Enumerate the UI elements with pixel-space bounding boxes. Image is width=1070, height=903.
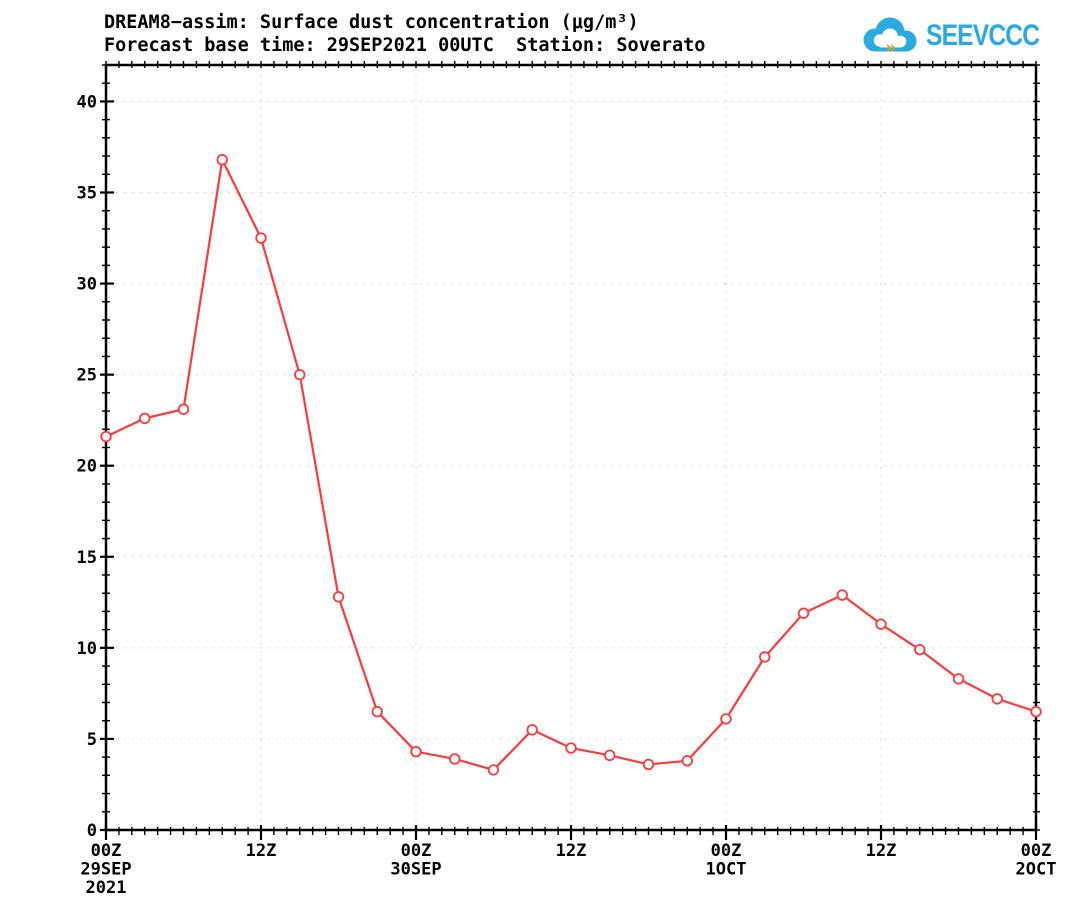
y-tick-label: 0 (87, 821, 97, 841)
x-tick-label: 30SEP (390, 860, 441, 880)
x-tick-label: 29SEP (80, 860, 131, 880)
x-tick-label: 2OCT (1016, 860, 1057, 880)
tick-layer (100, 61, 1040, 840)
x-tick-label: 2021 (86, 878, 127, 898)
data-point-marker (952, 673, 965, 685)
data-point-marker (449, 753, 461, 765)
x-tick-label: 12Z (866, 841, 897, 861)
x-tick-label: 00Z (401, 841, 432, 861)
data-point-marker (371, 705, 383, 718)
data-point-marker (720, 713, 732, 725)
data-point-marker (332, 591, 345, 603)
grid-layer (108, 67, 1034, 828)
chart-subtitle: Forecast base time: 29SEP2021 00UTC Stat… (104, 35, 706, 56)
data-point-marker (914, 643, 926, 656)
x-tick-label: 12Z (556, 841, 587, 861)
y-tick-label: 15 (77, 548, 97, 568)
data-point-marker (177, 403, 190, 415)
data-point-marker (526, 724, 538, 736)
y-tick-label: 35 (77, 184, 97, 204)
data-point-marker (100, 430, 112, 443)
logo-text: SEEVCCC (925, 18, 1040, 52)
data-point-marker (836, 589, 848, 601)
data-point-marker (1030, 705, 1042, 718)
x-tick-label: 00Z (711, 841, 742, 861)
data-point-marker (681, 755, 693, 767)
data-point-marker (487, 764, 500, 776)
cloud-icon: » (863, 17, 917, 58)
data-point-marker (255, 232, 267, 244)
data-point-marker (410, 745, 422, 758)
data-point-marker (642, 758, 655, 771)
data-point-marker (875, 618, 887, 630)
data-point-marker (565, 742, 577, 754)
cloud-arrow-icon: » (885, 38, 896, 58)
y-tick-label: 10 (77, 639, 97, 659)
y-tick-label: 5 (87, 730, 97, 750)
data-point-marker (139, 412, 151, 425)
x-tick-label: 1OCT (706, 860, 747, 880)
series-layer (100, 154, 1042, 776)
y-tick-label: 20 (77, 457, 97, 477)
seevccc-logo: » SEEVCCC (853, 12, 1064, 59)
y-tick-label: 40 (77, 92, 97, 112)
data-point-marker (216, 154, 228, 166)
plot-frame (104, 63, 1038, 832)
x-tick-label: 00Z (1021, 841, 1052, 861)
data-point-marker (604, 749, 616, 762)
y-tick-label: 25 (77, 366, 97, 386)
x-tick-label: 12Z (246, 841, 277, 861)
data-point-marker (759, 651, 771, 663)
data-point-marker (991, 693, 1003, 705)
data-point-marker (294, 368, 306, 381)
chart-title: DREAM8−assim: Surface dust concentration… (104, 12, 639, 33)
y-axis-labels: 0 5 10 15 20 25 30 35 40 (77, 92, 97, 841)
x-tick-label: 00Z (91, 841, 122, 861)
y-tick-label: 30 (77, 275, 97, 295)
data-point-marker (797, 607, 810, 619)
